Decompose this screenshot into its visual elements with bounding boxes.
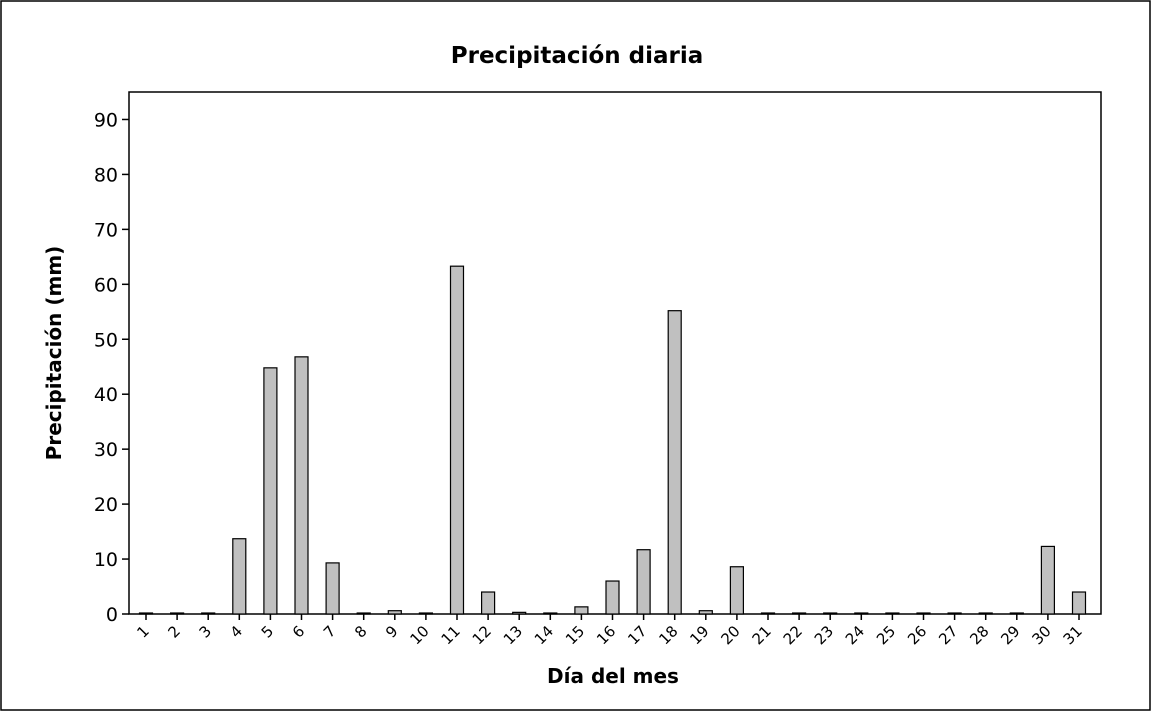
bar-day-4 [232,538,247,615]
bar-day-21 [760,612,776,615]
bar-day-26 [916,612,931,615]
bar-day-6 [294,356,309,615]
bar-day-31 [1071,591,1087,615]
bar-day-3 [201,612,216,615]
bar-day-1 [138,612,154,615]
bar-day-16 [605,580,620,615]
bar-day-2 [170,612,185,615]
y-tick-label: 0 [106,604,118,626]
bar-day-10 [418,612,433,615]
bar-day-20 [729,566,745,615]
y-tick-label: 70 [94,219,118,241]
y-tick-label: 50 [94,329,118,351]
bar-day-30 [1040,545,1056,615]
y-tick-label: 30 [94,439,118,461]
y-tick-label: 80 [94,164,118,186]
bar-day-17 [636,549,651,615]
bar-day-19 [698,610,713,615]
y-tick-label: 60 [94,274,118,296]
bar-day-13 [512,611,527,615]
bar-day-8 [356,612,371,615]
bar-day-9 [387,610,402,615]
bar-day-29 [1009,612,1024,615]
bar-day-18 [667,310,682,615]
bar-day-12 [481,591,496,615]
y-tick-label: 90 [94,109,118,131]
bar-day-14 [543,612,558,615]
bar-day-25 [885,612,900,615]
bar-day-23 [823,612,838,615]
y-tick-label: 10 [94,549,118,571]
x-axis-label: Día del mes [547,664,679,688]
y-tick-label: 20 [94,494,118,516]
bar-day-5 [263,367,278,615]
y-axis-label: Precipitación (mm) [42,246,66,461]
bar-day-15 [574,606,589,615]
bar-day-7 [325,562,340,615]
bar-day-22 [791,612,807,615]
chart-title: Precipitación diaria [451,43,704,69]
bar-day-24 [854,612,869,615]
bar-day-28 [978,612,993,615]
y-tick-label: 40 [94,384,118,406]
bar-day-27 [947,612,962,615]
bar-day-11 [449,265,465,615]
y-axis: 0 10 20 30 40 50 60 70 80 90 [94,109,129,626]
